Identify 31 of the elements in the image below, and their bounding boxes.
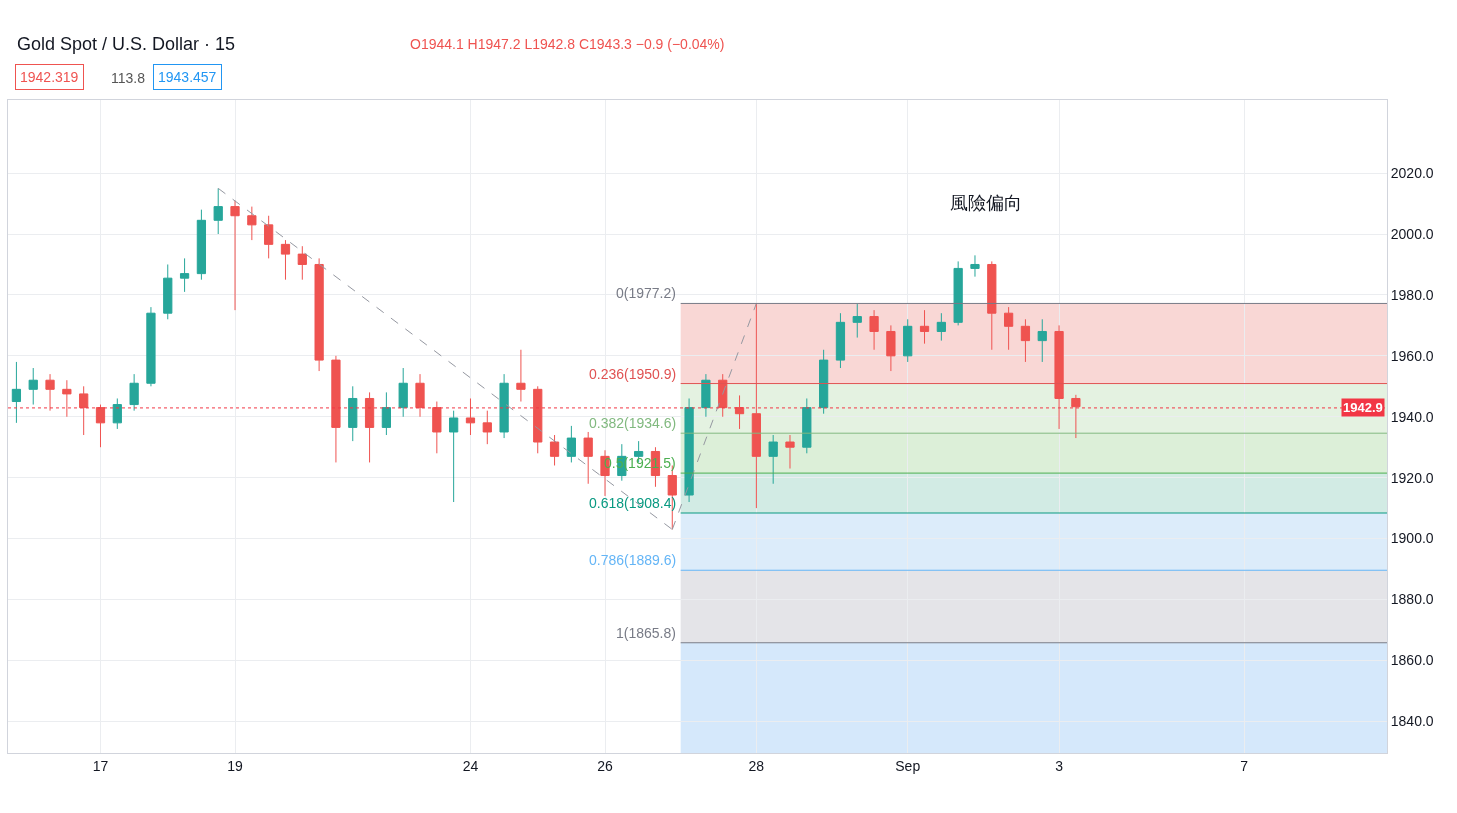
y-tick-label: 1880.0 xyxy=(1390,591,1434,608)
ref-line-label: 0.786(1889.6) xyxy=(589,552,677,568)
y-tick-label: 1920.0 xyxy=(1390,469,1434,486)
x-tick-label: 28 xyxy=(748,757,765,774)
x-tick-label: 3 xyxy=(1055,757,1064,774)
text: 113.8 xyxy=(111,70,146,86)
chart-title: Gold Spot / U.S. Dollar · 15 xyxy=(17,34,236,54)
ref-line-label: 0.236(1950.9) xyxy=(589,366,677,382)
x-tick-label: 19 xyxy=(227,757,244,774)
ref-line-label: 0.382(1934.6) xyxy=(589,415,677,431)
y-tick-label: 1840.0 xyxy=(1390,713,1434,730)
x-tick-label: 26 xyxy=(597,757,614,774)
x-tick-label: 17 xyxy=(92,757,109,774)
y-tick-label: 1940.0 xyxy=(1390,408,1434,425)
y-tick-label: 1900.0 xyxy=(1390,530,1434,547)
x-tick-label: 24 xyxy=(462,757,479,774)
y-tick-label: 1860.0 xyxy=(1390,652,1434,669)
ref-line-label: 1942.9 xyxy=(1343,400,1383,415)
annotation: 風險偏向 xyxy=(950,193,1022,213)
y-tick-label: 1980.0 xyxy=(1390,286,1434,303)
y-tick-label: 2000.0 xyxy=(1390,225,1434,242)
ref-line-label: 0(1977.2) xyxy=(616,285,676,301)
chart-subtitle: O1944.1 H1947.2 L1942.8 C1943.3 −0.9 (−0.04%) xyxy=(410,36,725,52)
x-tick-label: Sep xyxy=(895,757,921,774)
y-tick-label: 2020.0 xyxy=(1390,165,1434,181)
ref-line-label: 1(1865.8) xyxy=(616,625,676,641)
text: 1942.319 xyxy=(20,69,79,85)
x-tick-label: 7 xyxy=(1240,757,1249,774)
ref-line-label: 0.618(1908.4) xyxy=(589,495,677,511)
y-tick-label: 1960.0 xyxy=(1390,347,1434,364)
text: 1943.457 xyxy=(158,69,217,85)
